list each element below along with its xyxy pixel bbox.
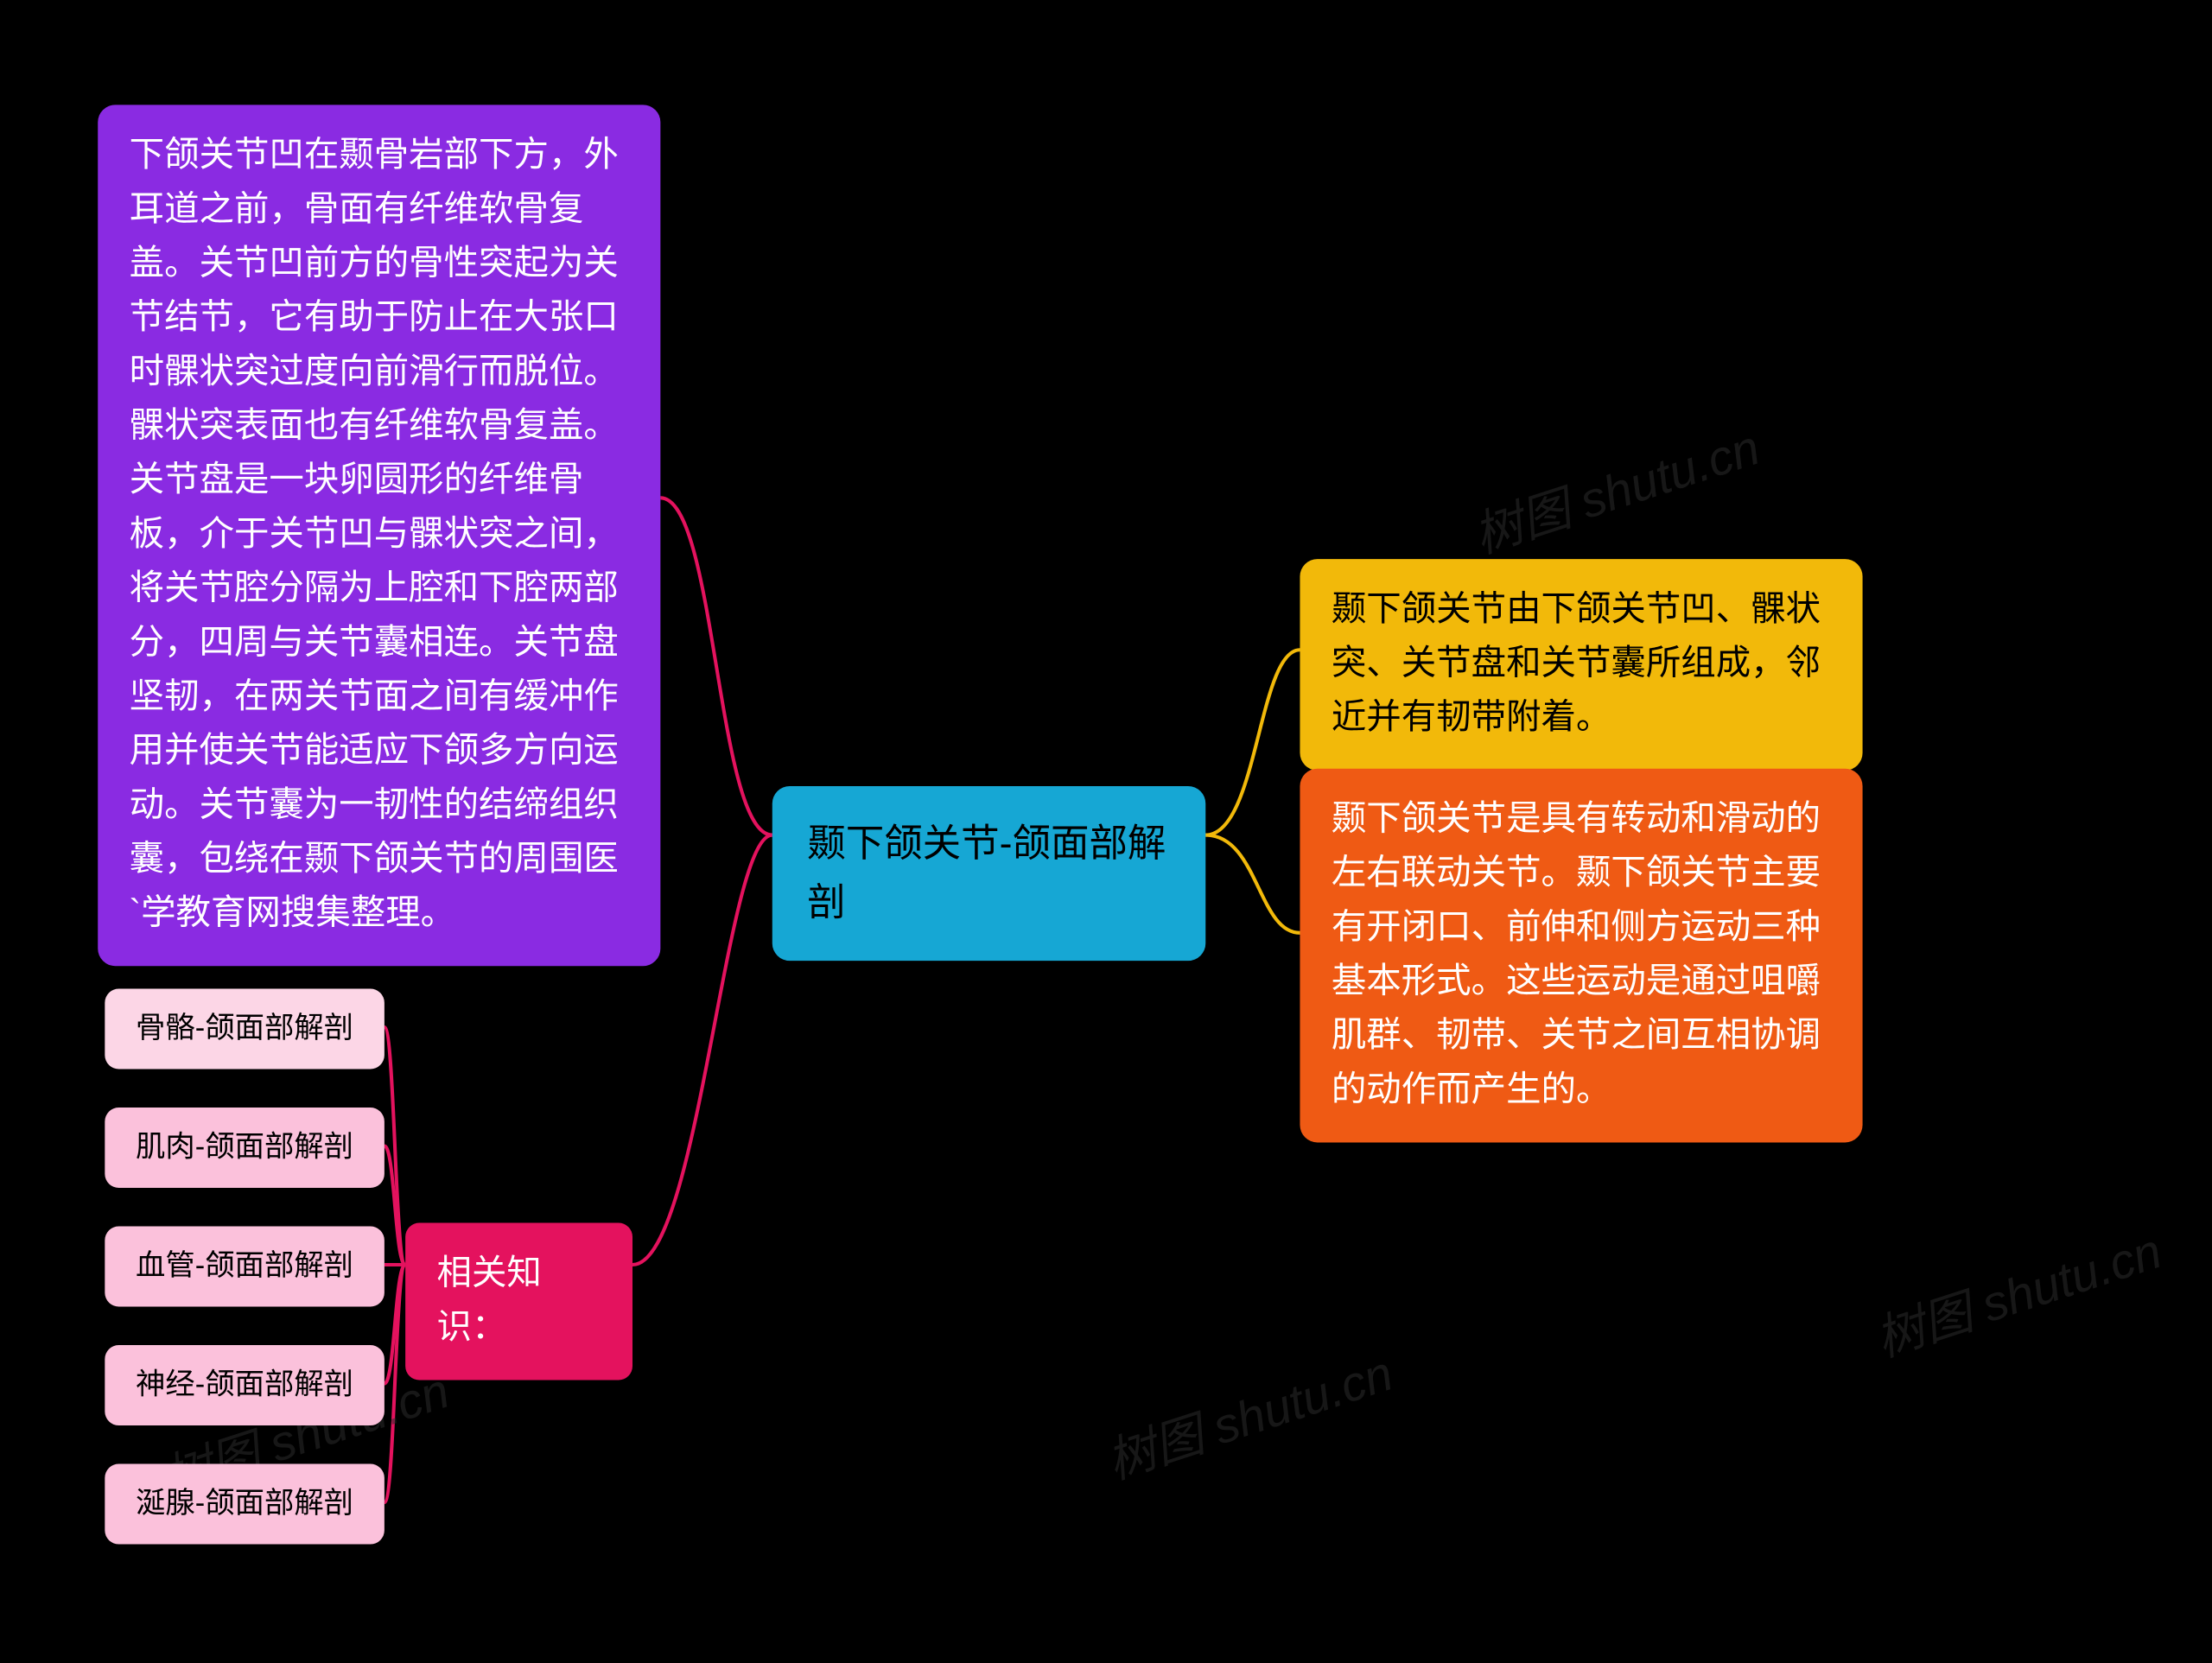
related-item-label: 神经-颌面部解剖 bbox=[136, 1368, 353, 1400]
right-top-text: 颞下颌关节由下颌关节凹、髁状突、关节盘和关节囊所组成，邻近并有韧带附着。 bbox=[1332, 590, 1821, 737]
right-top-node[interactable]: 颞下颌关节由下颌关节凹、髁状突、关节盘和关节囊所组成，邻近并有韧带附着。 bbox=[1300, 559, 1862, 771]
related-item[interactable]: 肌肉-颌面部解剖 bbox=[105, 1108, 385, 1189]
left-main-node[interactable]: 下颌关节凹在颞骨岩部下方，外耳道之前，骨面有纤维软骨复盖。关节凹前方的骨性突起为… bbox=[98, 105, 660, 966]
connector bbox=[385, 1146, 405, 1266]
related-item-label: 血管-颌面部解剖 bbox=[136, 1249, 353, 1282]
related-item-label: 涎腺-颌面部解剖 bbox=[136, 1487, 353, 1520]
right-bottom-node[interactable]: 颞下颌关节是具有转动和滑动的左右联动关节。颞下颌关节主要有开闭口、前伸和侧方运动… bbox=[1300, 769, 1862, 1143]
connector bbox=[1205, 650, 1300, 835]
related-item[interactable]: 神经-颌面部解剖 bbox=[105, 1345, 385, 1426]
related-item-label: 骨骼-颌面部解剖 bbox=[136, 1012, 353, 1044]
related-label: 相关知识： bbox=[437, 1254, 542, 1347]
related-item[interactable]: 血管-颌面部解剖 bbox=[105, 1227, 385, 1308]
related-node[interactable]: 相关知识： bbox=[405, 1222, 632, 1380]
connector bbox=[1205, 835, 1300, 933]
watermark: 树图 shutu.cn bbox=[1097, 1336, 1401, 1494]
connector bbox=[660, 498, 772, 835]
related-item[interactable]: 涎腺-颌面部解剖 bbox=[105, 1464, 385, 1546]
related-item[interactable]: 骨骼-颌面部解剖 bbox=[105, 989, 385, 1070]
right-bottom-text: 颞下颌关节是具有转动和滑动的左右联动关节。颞下颌关节主要有开闭口、前伸和侧方运动… bbox=[1332, 800, 1821, 1109]
center-node[interactable]: 颞下颌关节-颌面部解剖 bbox=[772, 786, 1205, 962]
left-main-text: 下颌关节凹在颞骨岩部下方，外耳道之前，骨面有纤维软骨复盖。关节凹前方的骨性突起为… bbox=[130, 136, 619, 933]
related-item-label: 肌肉-颌面部解剖 bbox=[136, 1130, 353, 1163]
mindmap-canvas: 树图 shutu.cn树图 shutu.cn树图 shutu.cn树图 shut… bbox=[0, 0, 2212, 1663]
connector bbox=[385, 1027, 405, 1265]
watermark: 树图 shutu.cn bbox=[1866, 1214, 2170, 1372]
center-node-label: 颞下颌关节-颌面部解剖 bbox=[807, 821, 1166, 924]
watermark: 树图 shutu.cn bbox=[1464, 410, 1767, 568]
